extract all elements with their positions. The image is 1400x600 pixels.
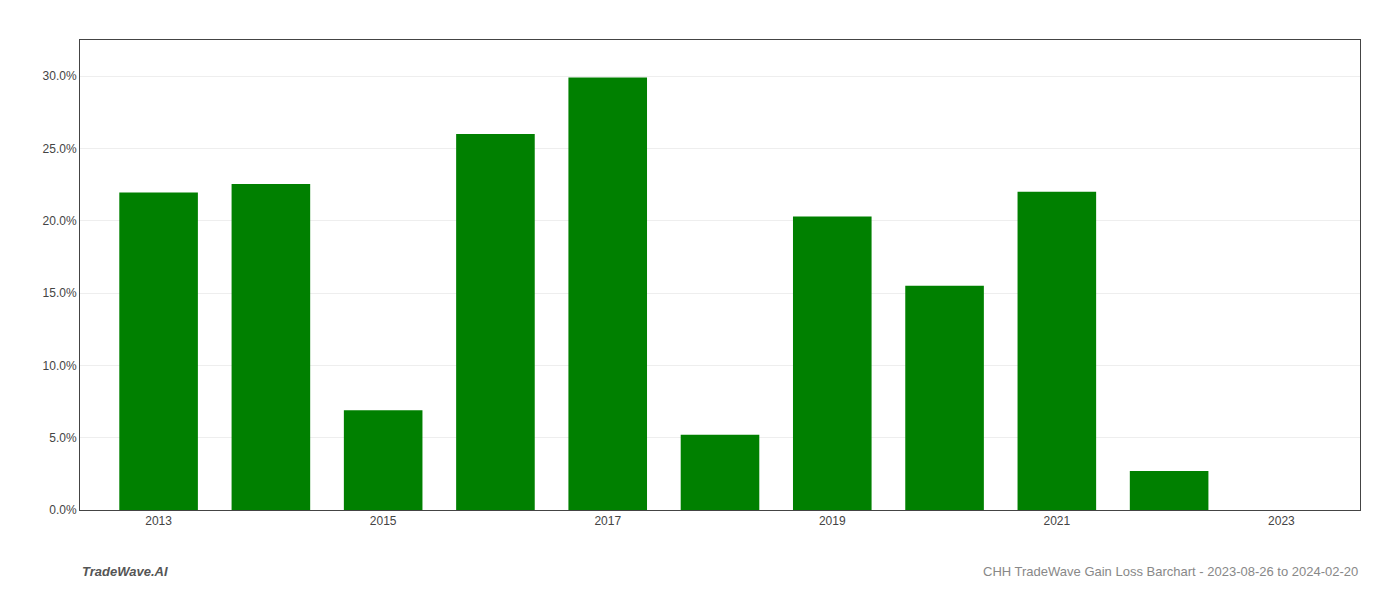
svg-text:10.0%: 10.0%: [43, 359, 77, 373]
svg-text:5.0%: 5.0%: [49, 431, 77, 445]
svg-text:2015: 2015: [370, 514, 397, 528]
svg-text:25.0%: 25.0%: [43, 142, 77, 156]
svg-text:TradeWave.AI: TradeWave.AI: [82, 564, 168, 579]
svg-text:2017: 2017: [594, 514, 621, 528]
svg-text:30.0%: 30.0%: [43, 69, 77, 83]
svg-text:2019: 2019: [819, 514, 846, 528]
svg-text:2023: 2023: [1268, 514, 1295, 528]
svg-text:CHH TradeWave Gain Loss Barcha: CHH TradeWave Gain Loss Barchart - 2023-…: [983, 564, 1358, 579]
svg-text:2013: 2013: [145, 514, 172, 528]
svg-text:20.0%: 20.0%: [43, 214, 77, 228]
svg-text:2021: 2021: [1043, 514, 1070, 528]
svg-text:0.0%: 0.0%: [49, 503, 77, 517]
svg-text:15.0%: 15.0%: [43, 286, 77, 300]
